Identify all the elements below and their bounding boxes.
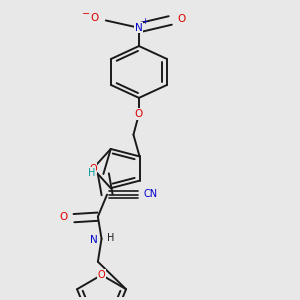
Text: H: H xyxy=(88,167,95,178)
Text: +: + xyxy=(141,17,148,26)
Text: CN: CN xyxy=(143,189,158,199)
Text: N: N xyxy=(90,235,98,245)
Text: O: O xyxy=(135,109,143,119)
Text: O: O xyxy=(89,164,97,173)
Text: O: O xyxy=(177,14,185,24)
Text: N: N xyxy=(135,23,143,33)
Text: −: − xyxy=(82,9,90,19)
Text: O: O xyxy=(98,270,105,280)
Text: O: O xyxy=(59,212,68,222)
Text: H: H xyxy=(107,233,114,243)
Text: O: O xyxy=(90,13,98,23)
